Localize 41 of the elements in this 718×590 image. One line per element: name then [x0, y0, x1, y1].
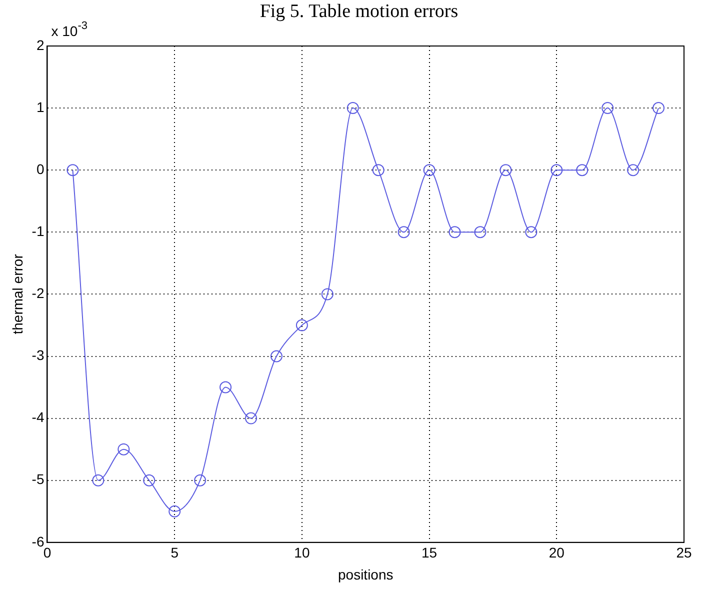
y-tick-label: -2 — [32, 285, 44, 302]
point — [423, 164, 436, 176]
point — [398, 226, 410, 238]
point — [168, 505, 181, 518]
point — [652, 102, 665, 114]
point — [245, 412, 258, 424]
y-tick-label: -6 — [32, 533, 44, 550]
point — [576, 164, 588, 176]
point — [525, 226, 538, 238]
x-axis-title: positions — [338, 566, 394, 582]
point — [194, 474, 206, 486]
point — [627, 164, 640, 176]
x-tick-label: 5 — [170, 544, 179, 561]
y-axis-title: thermal error — [9, 254, 26, 334]
point — [66, 164, 79, 176]
y-tick-label: -1 — [32, 223, 44, 240]
y-tick-label: 0 — [36, 160, 44, 177]
y-tick-label: -5 — [32, 471, 44, 488]
y-tick-label: 2 — [36, 36, 44, 53]
x-tick-label: 15 — [422, 544, 438, 561]
point — [321, 288, 334, 300]
y-tick-label: 1 — [36, 98, 44, 115]
point — [550, 164, 563, 176]
chart-title: Fig 5. Table motion errors — [260, 1, 458, 22]
point — [448, 226, 461, 238]
point — [296, 319, 308, 332]
x-tick-label: 10 — [294, 544, 310, 561]
y-tick-label: -4 — [32, 409, 44, 426]
point — [346, 102, 359, 114]
point — [220, 381, 232, 394]
y-tick-label: -3 — [32, 347, 44, 364]
point — [474, 226, 486, 238]
x-tick-label: 25 — [676, 544, 692, 561]
point — [92, 474, 104, 486]
point — [500, 164, 512, 176]
point — [118, 443, 130, 456]
point — [143, 474, 156, 486]
point — [270, 350, 282, 362]
x-tick-label: 20 — [548, 544, 565, 561]
point — [372, 164, 384, 176]
point — [602, 102, 614, 114]
